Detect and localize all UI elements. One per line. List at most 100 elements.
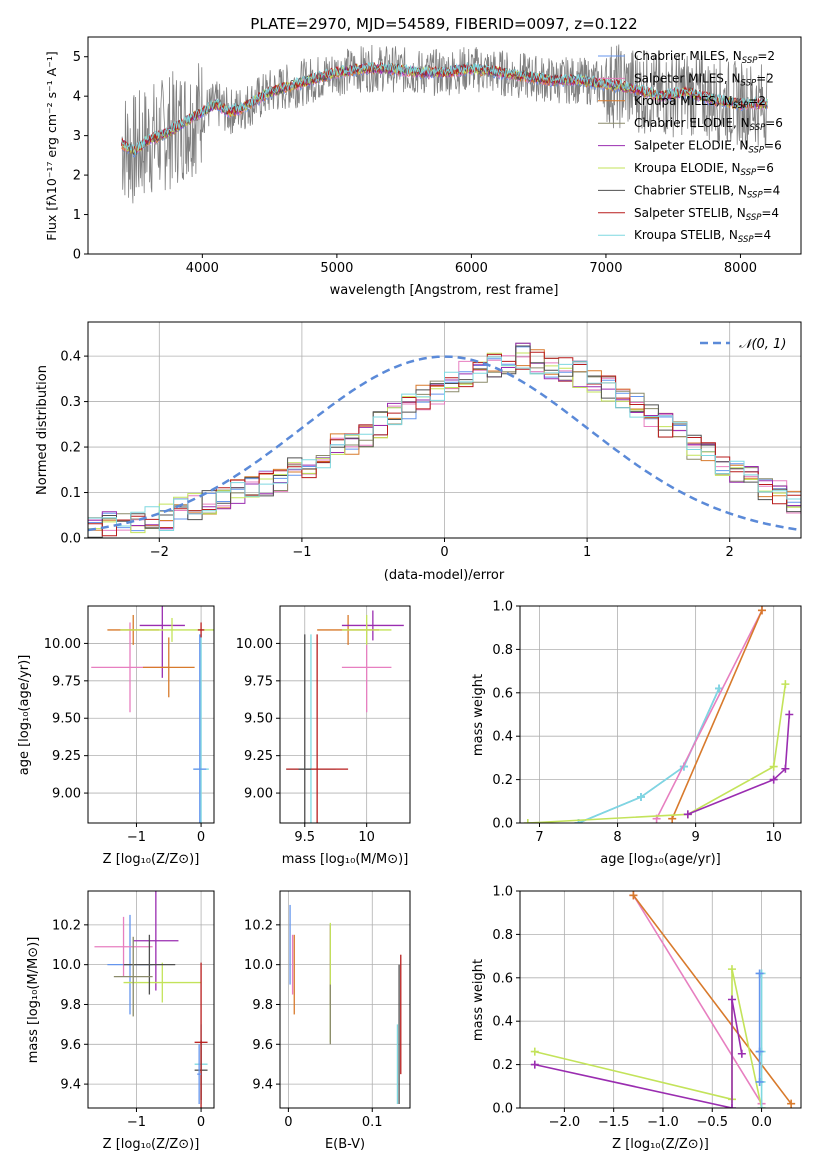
marker: [769, 762, 778, 771]
y-tick-label: 9.50: [52, 712, 81, 727]
legend-label: Chabrier MILES, NSSP=2: [634, 49, 775, 66]
marker: [781, 764, 790, 773]
residuals-axes: [88, 322, 801, 539]
x-tick-label: 10: [765, 830, 782, 845]
x-tick-label: 2: [726, 545, 734, 560]
x-tick-label: −0.5: [696, 1115, 728, 1130]
mass-vs-EBV-frame: [279, 890, 411, 1109]
x-tick-label: 0.0: [751, 1115, 772, 1130]
y-tick-label: 0.2: [492, 1058, 513, 1073]
series-line-5: [687, 714, 791, 816]
y-tick-label: 0: [73, 248, 81, 263]
y-tick-label: 0.0: [492, 817, 513, 832]
x-tick-label: 0: [197, 830, 205, 845]
marker: [737, 1049, 746, 1058]
marker: [787, 1099, 796, 1108]
x-axis-label: mass [log₁₀(M/M⊙)]: [282, 852, 409, 867]
normal-curve: [88, 355, 801, 532]
y-tick-label: 0.2: [60, 441, 81, 456]
y-tick-label: 0.0: [60, 532, 81, 547]
marker: [629, 891, 638, 900]
marker: [530, 1060, 539, 1069]
model-spectrum-7: [121, 61, 768, 153]
legend-label: Salpeter ELODIE, NSSP=6: [634, 139, 782, 156]
marker: [523, 819, 532, 823]
legend-label: Kroupa MILES, NSSP=2: [634, 94, 766, 111]
y-tick-label: 0.6: [492, 971, 513, 986]
y-tick-label: 9.75: [244, 674, 273, 689]
x-tick-label: 0: [284, 1115, 292, 1130]
x-tick-label: 1: [583, 545, 591, 560]
y-tick-label: 9.4: [252, 1078, 273, 1093]
x-tick-label: 0: [197, 1115, 205, 1130]
x-tick-label: −2: [150, 545, 169, 560]
marker: [781, 680, 790, 689]
age-vs-mass-frame: [279, 605, 411, 824]
series-line-1: [632, 894, 792, 1105]
x-tick-label: −1.0: [647, 1115, 679, 1130]
y-tick-label: 0.6: [492, 686, 513, 701]
legend-label: 𝒩(0, 1): [739, 337, 786, 352]
x-tick-label: 0.1: [362, 1115, 383, 1130]
mass-vs-Z-axes: [88, 891, 214, 1108]
mass-vs-EBV-plot: [289, 904, 402, 1105]
y-tick-label: 0.4: [60, 350, 81, 365]
y-tick-label: 5: [73, 50, 81, 65]
y-tick-label: 0.8: [492, 643, 513, 658]
model-spectrum-8: [121, 61, 768, 155]
y-tick-label: 2: [73, 169, 81, 184]
marker: [727, 1104, 736, 1108]
massweight-vs-Z-frame: [519, 890, 802, 1109]
marker: [785, 710, 794, 719]
age-vs-Z-plot: [91, 606, 214, 823]
y-tick-label: 0.2: [492, 773, 513, 788]
y-tick-label: 0.8: [492, 928, 513, 943]
x-tick-label: 4000: [186, 261, 219, 276]
marker: [757, 606, 766, 615]
series-line-4: [527, 683, 787, 823]
y-tick-label: 0.4: [492, 730, 513, 745]
mass-vs-EBV-axes: [280, 891, 410, 1108]
legend-label: Kroupa ELODIE, NSSP=6: [634, 161, 774, 178]
x-tick-label: 8000: [724, 261, 757, 276]
series-line-2: [534, 968, 763, 1108]
age-vs-Z-frame: [87, 605, 215, 824]
x-tick-label: 7000: [589, 261, 622, 276]
spectrum-plot: [121, 44, 768, 204]
y-tick-label: 0.1: [60, 486, 81, 501]
y-axis-label: mass weight: [471, 959, 486, 1041]
y-tick-label: 0.0: [492, 1102, 513, 1117]
legend-label: Salpeter STELIB, NSSP=4: [634, 206, 779, 223]
y-tick-label: 9.8: [252, 998, 273, 1013]
y-tick-label: 10.0: [52, 958, 81, 973]
x-tick-label: 9.5: [294, 830, 315, 845]
y-tick-label: 9.00: [52, 787, 81, 802]
y-tick-label: 10.0: [244, 958, 273, 973]
x-tick-label: 10: [358, 830, 375, 845]
y-axis-label: mass weight: [471, 674, 486, 756]
y-tick-label: 0.4: [492, 1015, 513, 1030]
y-tick-label: 9.6: [60, 1038, 81, 1053]
marker: [683, 810, 692, 819]
age-vs-mass-plot: [286, 610, 404, 823]
age-vs-mass-axes: [280, 606, 410, 823]
legend-label: Salpeter MILES, NSSP=2: [634, 71, 774, 88]
y-axis-label: mass [log₁₀(M/M⊙)]: [26, 937, 41, 1064]
x-axis-label: Z [log₁₀(Z/Z⊙)]: [103, 852, 200, 867]
massweight-vs-age-frame: [519, 605, 802, 824]
x-tick-label: 9: [691, 830, 699, 845]
x-tick-label: −2.0: [549, 1115, 581, 1130]
y-tick-label: 1.0: [492, 600, 513, 615]
x-axis-label: Z [log₁₀(Z/Z⊙)]: [103, 1137, 200, 1152]
y-tick-label: 1.0: [492, 885, 513, 900]
legend-label: Kroupa STELIB, NSSP=4: [634, 228, 771, 245]
x-axis-label: wavelength [Angstrom, rest frame]: [330, 283, 559, 298]
marker: [668, 814, 677, 823]
marker: [769, 775, 778, 784]
massweight-vs-age-plot: [523, 606, 794, 823]
series-line-3: [671, 609, 763, 820]
spectrum-frame: [87, 36, 802, 255]
massweight-vs-age-axes: [520, 605, 801, 824]
histogram-step-8: [88, 356, 801, 531]
histogram-plot: [88, 342, 801, 538]
